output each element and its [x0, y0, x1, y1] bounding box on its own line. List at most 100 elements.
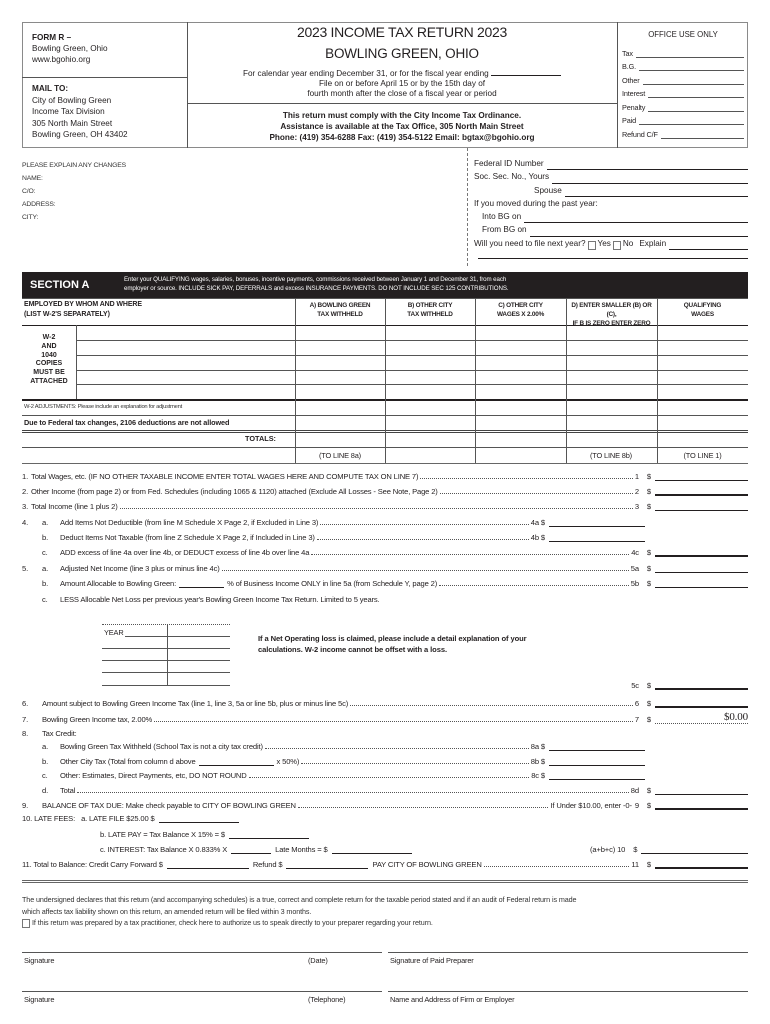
wage-cell-input[interactable]: [385, 355, 475, 370]
late-file-field[interactable]: [158, 815, 239, 823]
wage-cell-input[interactable]: [475, 340, 566, 355]
address-field[interactable]: ADDRESS:: [22, 201, 56, 208]
late-pay-field[interactable]: [228, 831, 309, 839]
office-use-field[interactable]: B.G.: [622, 58, 744, 71]
wage-cell-input[interactable]: [385, 432, 475, 447]
inline-blank-field[interactable]: [198, 758, 274, 766]
city-field[interactable]: CITY:: [22, 214, 39, 221]
wage-cell-input[interactable]: [295, 370, 385, 384]
wage-cell-input[interactable]: [385, 370, 475, 384]
wage-cell-input[interactable]: [566, 355, 657, 370]
wage-cell-input[interactable]: [657, 384, 748, 399]
office-use-line[interactable]: [648, 104, 744, 112]
wage-cell-input[interactable]: [566, 325, 657, 340]
line-4b-field[interactable]: [549, 532, 645, 542]
wage-cell-input[interactable]: [475, 415, 566, 430]
line-2-field[interactable]: [655, 486, 748, 496]
explain-line[interactable]: [478, 258, 748, 259]
name-field[interactable]: NAME:: [22, 175, 43, 182]
office-use-field[interactable]: Tax: [622, 44, 744, 58]
line-11-field[interactable]: [655, 859, 748, 869]
into-bg-field[interactable]: [524, 215, 748, 224]
wage-cell-input[interactable]: [657, 340, 748, 355]
line-4c-field[interactable]: [655, 547, 748, 557]
wage-cell-input[interactable]: [295, 432, 385, 447]
line-4a-field[interactable]: [549, 517, 645, 527]
wage-cell-input[interactable]: [295, 399, 385, 415]
wage-cell-input[interactable]: [295, 415, 385, 430]
wage-cell-input[interactable]: [385, 340, 475, 355]
wage-cell-input[interactable]: [385, 399, 475, 415]
wage-cell-input[interactable]: [475, 325, 566, 340]
from-bg-field[interactable]: [529, 229, 748, 237]
wage-cell-input[interactable]: [475, 384, 566, 399]
employer-input[interactable]: [76, 355, 295, 370]
wage-cell-input[interactable]: [385, 384, 475, 399]
line-9-field[interactable]: [655, 800, 748, 810]
office-use-line[interactable]: [639, 117, 744, 125]
wage-cell-input[interactable]: [566, 370, 657, 384]
no-checkbox[interactable]: [612, 241, 621, 251]
office-use-line[interactable]: [642, 77, 744, 85]
credit-carry-forward-field[interactable]: [166, 861, 249, 869]
wage-cell-input[interactable]: [475, 370, 566, 384]
employer-input[interactable]: [76, 325, 295, 340]
employer-input[interactable]: [76, 340, 295, 355]
wage-cell-input[interactable]: [566, 399, 657, 415]
fiscal-year-end-field[interactable]: [491, 68, 562, 76]
explain-field[interactable]: [669, 242, 748, 251]
wage-cell-input[interactable]: [295, 340, 385, 355]
wage-cell-input[interactable]: [385, 325, 475, 340]
inline-blank-field[interactable]: [179, 580, 225, 588]
office-use-line[interactable]: [639, 63, 744, 71]
preparer-signature-field[interactable]: [388, 925, 748, 952]
signature-field[interactable]: [22, 925, 302, 952]
line-8a-field[interactable]: [549, 741, 645, 751]
late-months-field[interactable]: [231, 846, 272, 854]
spouse-ssn-field[interactable]: [564, 189, 748, 197]
wage-cell-input[interactable]: [475, 355, 566, 370]
wage-cell-input[interactable]: [657, 399, 748, 415]
wage-cell-input[interactable]: [657, 370, 748, 384]
office-use-field[interactable]: Paid: [622, 112, 744, 125]
line-8b-field[interactable]: [549, 756, 645, 766]
line-5a-field[interactable]: [655, 563, 748, 573]
ssn-field[interactable]: [552, 176, 748, 184]
interest-field[interactable]: [331, 846, 412, 854]
firm-field[interactable]: [388, 964, 748, 991]
federal-id-field[interactable]: [546, 162, 748, 171]
refund-field[interactable]: [286, 861, 369, 869]
wage-cell-input[interactable]: [566, 384, 657, 399]
wage-cell-input[interactable]: [657, 432, 748, 447]
wage-cell-input[interactable]: [475, 399, 566, 415]
preparer-authorization-checkbox[interactable]: [22, 918, 30, 928]
wage-cell-input[interactable]: [475, 432, 566, 447]
wage-cell-input[interactable]: [566, 432, 657, 447]
wage-cell-input[interactable]: [657, 355, 748, 370]
wage-cell-input[interactable]: [566, 340, 657, 355]
employer-input[interactable]: [76, 384, 295, 399]
wage-cell-input[interactable]: [385, 415, 475, 430]
line-7-field[interactable]: $0.00: [655, 711, 748, 724]
office-use-line[interactable]: [660, 131, 744, 139]
office-use-line[interactable]: [635, 50, 744, 58]
line-10-field[interactable]: [641, 844, 748, 854]
wage-cell-input[interactable]: [566, 415, 657, 430]
line-8c-field[interactable]: [549, 770, 645, 780]
wage-cell-input[interactable]: [295, 325, 385, 340]
spouse-signature-field[interactable]: [22, 964, 302, 991]
line-8d-field[interactable]: [655, 785, 748, 795]
line-5c-field[interactable]: [655, 680, 748, 690]
wage-cell-input[interactable]: [295, 384, 385, 399]
co-field[interactable]: C/O:: [22, 188, 36, 195]
wage-cell-input[interactable]: [295, 355, 385, 370]
office-use-line[interactable]: [648, 90, 744, 98]
wage-cell-input[interactable]: [657, 325, 748, 340]
office-use-field[interactable]: Other: [622, 71, 744, 85]
office-use-field[interactable]: Penalty: [622, 98, 744, 112]
line-5b-field[interactable]: [655, 578, 748, 588]
office-use-field[interactable]: Refund C/F: [622, 125, 744, 139]
wage-cell-input[interactable]: [657, 415, 748, 430]
line-1-field[interactable]: [655, 471, 748, 481]
yes-checkbox[interactable]: [587, 241, 596, 251]
